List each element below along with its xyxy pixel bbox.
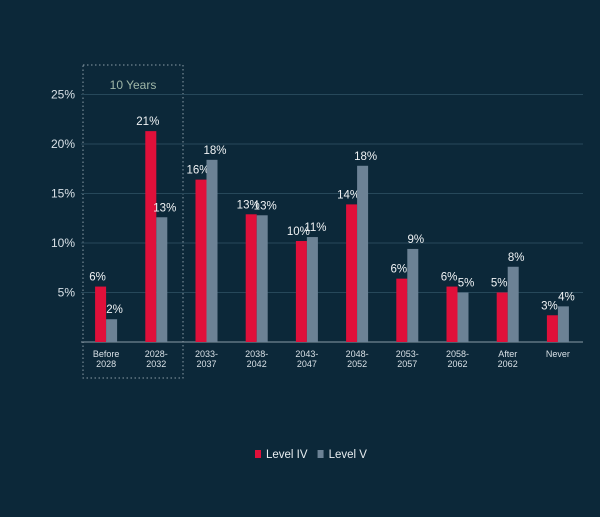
bar [557,306,569,342]
bar [245,214,257,342]
value-label: 4% [558,291,575,303]
bar [546,315,558,342]
x-tick-label: 2038-2042 [245,349,268,369]
bar [145,131,157,342]
bar [496,292,508,342]
x-tick-label: 2028-2032 [145,349,168,369]
x-tick-label: 2043-2047 [295,349,318,369]
annotation: 10 Years [110,78,157,92]
value-label: 13% [254,200,277,212]
bar [306,237,318,342]
value-label: 9% [407,234,424,246]
bar [507,266,519,342]
bar [95,286,107,342]
value-label: 11% [304,222,326,234]
bar [256,215,268,342]
x-tick-label: Before 2028 [93,349,120,369]
x-tick-label: 2033-2037 [195,349,218,369]
value-label: 6% [441,272,458,284]
value-label: 13% [237,199,260,211]
legend-swatch [317,450,324,458]
value-label: 10% [287,226,310,238]
value-label: 3% [541,300,558,312]
legend-swatch [255,450,261,458]
y-tick-label: 20% [51,137,75,151]
value-label: 13% [153,202,176,214]
value-label: 5% [458,278,475,290]
y-tick-label: 10% [51,236,75,250]
highlight-box [82,64,184,379]
value-label: 5% [491,278,508,290]
bar [206,159,218,342]
value-label: 8% [508,252,525,264]
value-label: 2% [106,304,123,316]
bar [295,241,307,342]
bar [195,179,207,342]
value-label: 18% [203,145,226,157]
bar [357,165,369,342]
x-tick-label: Never [546,349,570,359]
x-tick-label: 2053-2057 [396,349,419,369]
value-label: 16% [186,165,209,177]
value-label: 14% [337,189,360,201]
bar [407,248,419,342]
value-label: 21% [136,116,159,128]
value-label: 18% [354,151,377,163]
bar [106,319,118,342]
value-label: 6% [89,272,106,284]
y-tick-label: 15% [51,187,75,201]
bar [156,217,168,342]
x-tick-label: 2058-2062 [446,349,469,369]
x-tick-label: 2048-2052 [346,349,369,369]
bar [396,278,408,342]
legend-label: Level IV [266,449,308,461]
x-tick-label: After 2062 [498,349,518,369]
bar [446,286,458,342]
y-tick-label: 25% [51,88,75,102]
y-tick-label: 5% [58,286,76,300]
value-label: 6% [390,264,407,276]
bar [457,292,469,342]
legend-label: Level V [329,449,368,461]
bar [346,204,358,342]
